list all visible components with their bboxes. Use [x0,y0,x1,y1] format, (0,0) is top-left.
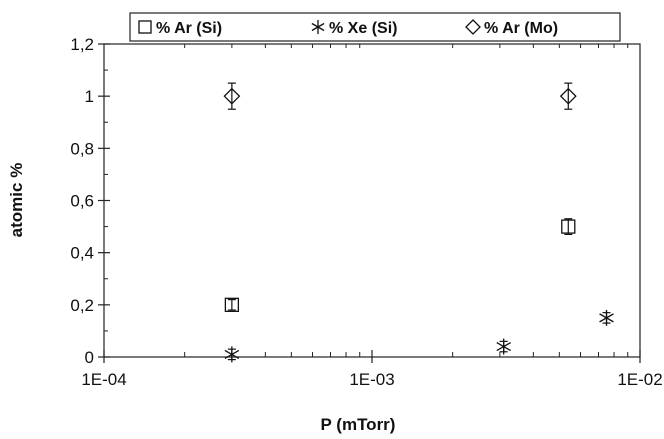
diamond-marker-shape [223,87,241,105]
legend-square-icon [138,20,152,34]
asterisk-stroke [224,349,240,359]
data-point-square [561,218,576,236]
data-point-asterisk [496,338,511,355]
asterisk-marker [224,346,240,363]
legend-asterisk-icon [311,20,325,34]
legend-label: % Xe (Si) [329,20,397,37]
plot-frame [103,43,641,358]
data-point-diamond [559,82,577,110]
square-marker [561,219,576,234]
y-tick-label: 0,4 [70,244,94,263]
data-point-square [224,297,240,312]
square-marker [224,297,240,312]
square-marker-shape [138,20,152,34]
diamond-marker-shape [465,19,481,35]
data-point-asterisk [224,346,240,363]
y-tick-label: 1 [85,87,94,106]
asterisk-marker [496,338,511,355]
asterisk-stroke [496,342,511,352]
data-point-diamond [223,82,241,110]
legend-box [129,12,621,42]
x-tick-label: 1E-02 [617,370,662,389]
asterisk-stroke [311,22,325,32]
legend: % Ar (Si) % Xe (Si) % Ar (Mo) [129,12,621,42]
x-tick-label: 1E-03 [349,370,394,389]
legend-label: % Ar (Si) [156,20,222,37]
diamond-marker-shape [559,87,577,105]
x-axis-title: P (mTorr) [321,415,396,434]
asterisk-marker [599,309,614,326]
square-marker-shape [561,219,576,234]
x-tick-label: 1E-04 [81,370,126,389]
diamond-marker [559,87,577,105]
y-tick-label: 1,2 [70,35,94,54]
y-tick-label: 0,6 [70,192,94,211]
square-marker-shape [224,297,240,312]
y-tick-label: 0,2 [70,296,94,315]
diamond-marker [223,87,241,105]
y-axis-title: atomic % [7,163,26,238]
legend-diamond-icon [465,19,481,35]
legend-label: % Ar (Mo) [484,20,558,37]
y-tick-label: 0,8 [70,139,94,158]
y-tick-label: 0 [85,348,94,367]
asterisk-stroke [599,313,614,323]
data-point-asterisk [599,309,614,326]
plot-area: 0 0,2 0,4 0,6 0,8 1 1,2 1E-04 1E-03 1E-02 [70,35,662,389]
